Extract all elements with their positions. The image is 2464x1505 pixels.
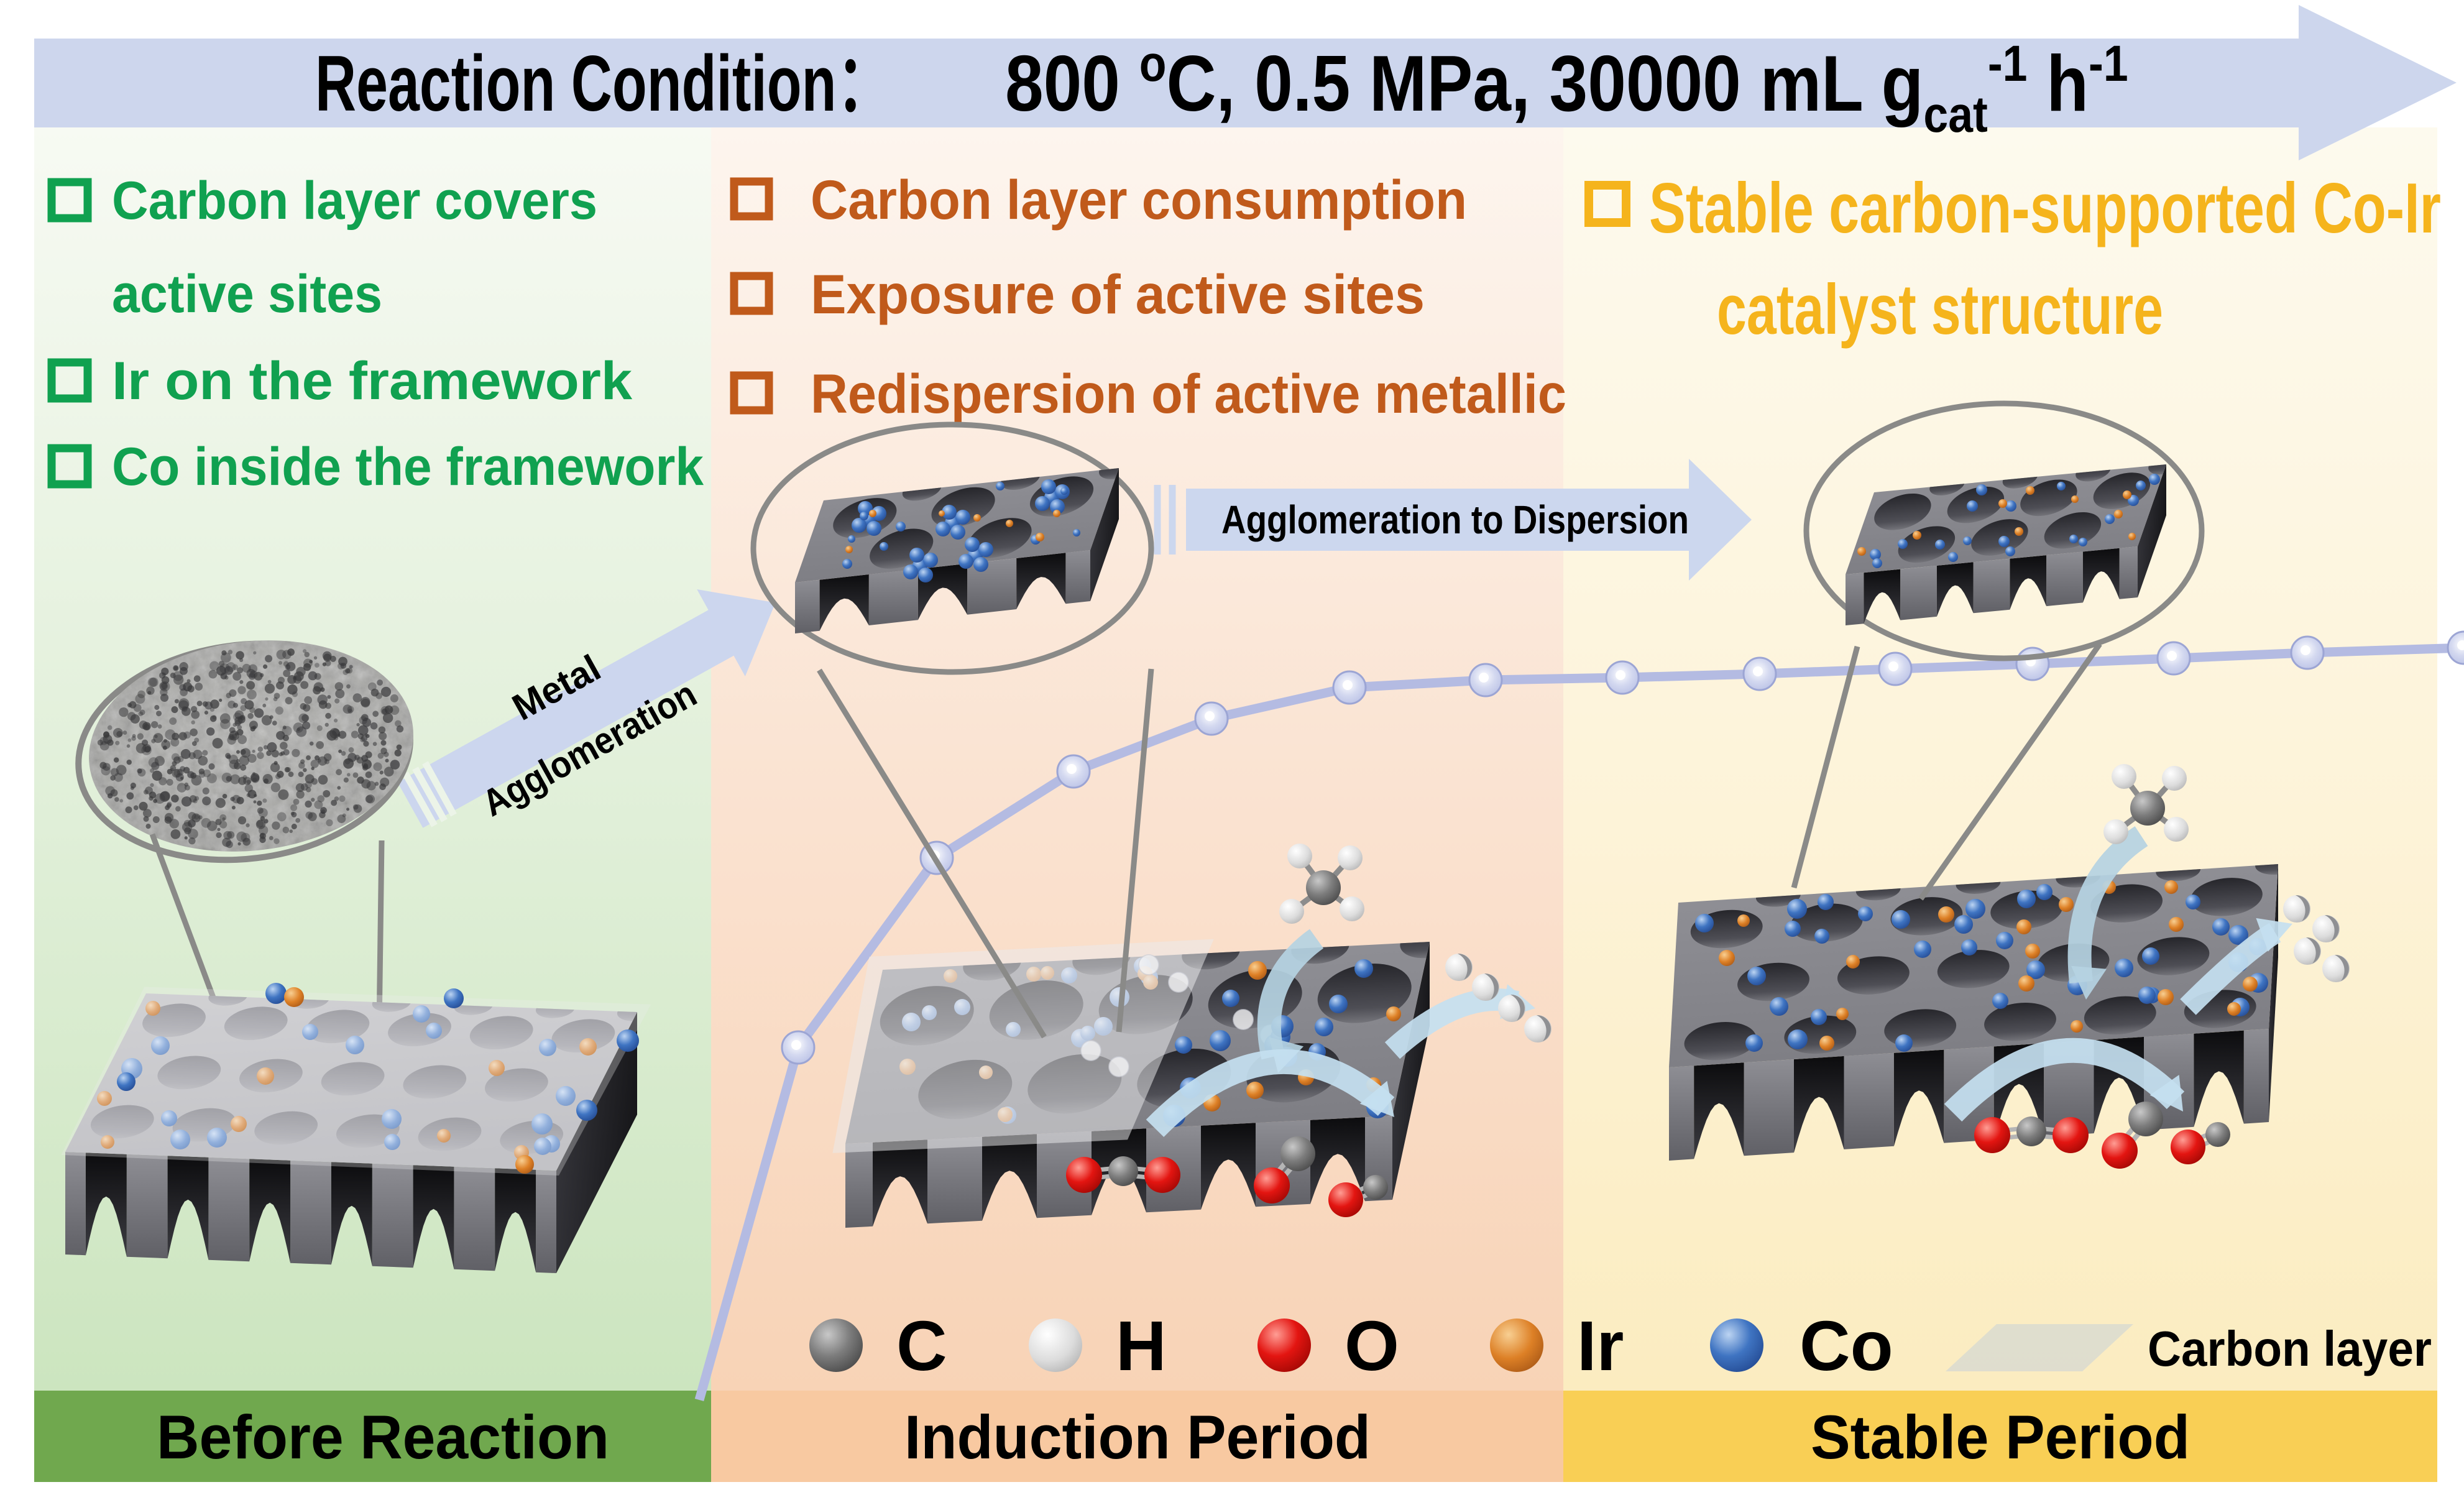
svg-text:Agglomeration to Dispersion: Agglomeration to Dispersion [1221, 497, 1689, 542]
svg-text:Co: Co [1800, 1307, 1893, 1385]
svg-text:Carbon layer: Carbon layer [2148, 1321, 2432, 1376]
svg-text:O: O [1345, 1307, 1399, 1385]
svg-text:Stable Period: Stable Period [1811, 1402, 2190, 1471]
svg-text:Ir: Ir [1577, 1307, 1624, 1385]
svg-text:Reaction Condition：: Reaction Condition： [315, 39, 893, 127]
svg-text:active sites: active sites [112, 264, 382, 324]
svg-text:Ir on the framework: Ir on the framework [112, 351, 632, 411]
svg-text:Redispersion of active metalli: Redispersion of active metallic [811, 362, 1566, 425]
svg-text:Carbon layer covers: Carbon layer covers [112, 171, 597, 231]
svg-text:catalyst structure: catalyst structure [1717, 270, 2163, 349]
svg-text:Induction Period: Induction Period [904, 1402, 1371, 1471]
svg-text:H: H [1116, 1307, 1167, 1385]
svg-text:Carbon layer consumption: Carbon layer consumption [811, 168, 1467, 231]
svg-text:Co inside the framework: Co inside the framework [112, 437, 704, 497]
svg-text:C: C [896, 1307, 947, 1385]
svg-text:Before Reaction: Before Reaction [157, 1402, 609, 1471]
svg-text:Stable carbon-supported Co-Ir: Stable carbon-supported Co-Ir [1649, 169, 2441, 248]
svg-text:Exposure of active sites: Exposure of active sites [811, 263, 1425, 325]
